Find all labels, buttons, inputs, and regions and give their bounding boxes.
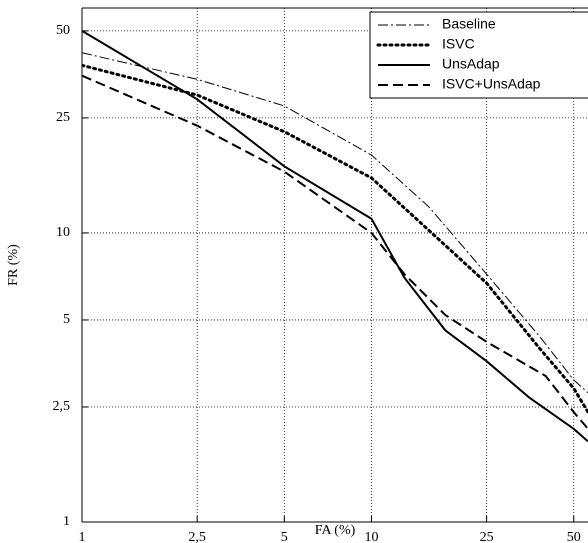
series-line	[82, 74, 588, 430]
y-tick-label: 25	[56, 110, 70, 125]
x-tick-label: 50	[567, 530, 581, 543]
plot-lines	[82, 30, 588, 443]
x-tick-label: 1	[79, 530, 86, 543]
y-tick-label: 2,5	[53, 399, 71, 414]
y-tick-label: 1	[63, 514, 70, 529]
legend-label: UnsAdap	[442, 56, 500, 72]
y-tick-label: 50	[56, 23, 70, 38]
x-tick-label: 10	[364, 530, 378, 543]
legend-label: ISVC+UnsAdap	[442, 76, 541, 92]
series-line	[82, 30, 588, 443]
legend-label: ISVC	[442, 36, 475, 52]
x-tick-label: 25	[480, 530, 494, 543]
y-tick-label: 5	[63, 312, 70, 327]
series-line	[82, 63, 588, 414]
x-tick-label: 2,5	[188, 530, 206, 543]
x-tick-label: 5	[281, 530, 288, 543]
series-line	[82, 52, 588, 394]
y-axis-label: FR (%)	[6, 244, 21, 286]
legend-label: Baseline	[442, 16, 496, 32]
legend-box	[369, 11, 588, 99]
x-axis-label: FA (%)	[315, 523, 356, 538]
y-tick-label: 10	[56, 225, 70, 240]
